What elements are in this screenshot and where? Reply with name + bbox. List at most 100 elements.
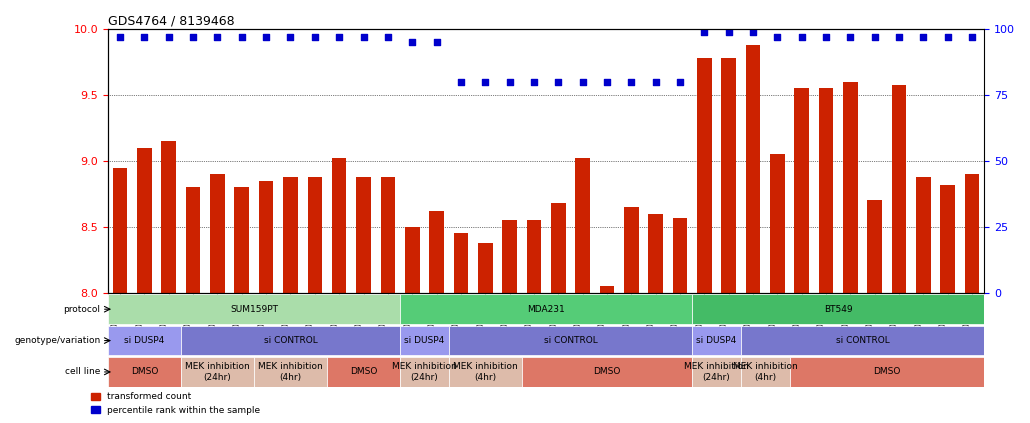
- Bar: [112, 168, 128, 293]
- Point: [575, 79, 591, 85]
- Point: [696, 28, 713, 35]
- Text: MEK inhibition
(4hr): MEK inhibition (4hr): [259, 362, 322, 382]
- Point: [598, 79, 615, 85]
- Point: [745, 28, 761, 35]
- Bar: [308, 177, 322, 293]
- FancyBboxPatch shape: [108, 357, 181, 387]
- Bar: [137, 148, 151, 293]
- FancyBboxPatch shape: [400, 357, 449, 387]
- Text: SUM159PT: SUM159PT: [230, 305, 278, 314]
- Bar: [526, 220, 541, 293]
- Bar: [503, 220, 517, 293]
- Point: [258, 34, 274, 41]
- Text: DMSO: DMSO: [593, 368, 621, 376]
- Point: [623, 79, 640, 85]
- Point: [307, 34, 323, 41]
- Text: MEK inhibition
(24hr): MEK inhibition (24hr): [684, 362, 749, 382]
- FancyBboxPatch shape: [400, 326, 449, 355]
- Point: [452, 79, 469, 85]
- FancyBboxPatch shape: [692, 357, 741, 387]
- FancyBboxPatch shape: [108, 294, 400, 324]
- Bar: [697, 58, 712, 293]
- Bar: [332, 158, 346, 293]
- Point: [184, 34, 201, 41]
- Bar: [648, 214, 663, 293]
- Point: [112, 34, 129, 41]
- Bar: [624, 207, 639, 293]
- Bar: [892, 85, 906, 293]
- Text: GDS4764 / 8139468: GDS4764 / 8139468: [108, 15, 235, 28]
- Text: MEK inhibition
(24hr): MEK inhibition (24hr): [392, 362, 456, 382]
- FancyBboxPatch shape: [790, 357, 985, 387]
- Point: [891, 34, 907, 41]
- Bar: [599, 286, 614, 293]
- Bar: [210, 174, 225, 293]
- Bar: [185, 187, 201, 293]
- Legend: transformed count, percentile rank within the sample: transformed count, percentile rank withi…: [87, 389, 264, 418]
- Point: [209, 34, 226, 41]
- Text: DMSO: DMSO: [873, 368, 900, 376]
- Point: [161, 34, 177, 41]
- Bar: [576, 158, 590, 293]
- Text: si CONTROL: si CONTROL: [264, 336, 317, 345]
- Bar: [356, 177, 371, 293]
- Text: DMSO: DMSO: [131, 368, 159, 376]
- Bar: [844, 82, 858, 293]
- Point: [672, 79, 688, 85]
- Point: [866, 34, 883, 41]
- Bar: [746, 45, 760, 293]
- Point: [477, 79, 493, 85]
- Bar: [673, 217, 687, 293]
- FancyBboxPatch shape: [181, 357, 254, 387]
- Bar: [259, 181, 273, 293]
- Bar: [380, 177, 396, 293]
- Text: si DUSP4: si DUSP4: [696, 336, 736, 345]
- Bar: [478, 243, 492, 293]
- Point: [136, 34, 152, 41]
- FancyBboxPatch shape: [741, 326, 985, 355]
- FancyBboxPatch shape: [692, 326, 741, 355]
- Text: protocol: protocol: [64, 305, 101, 314]
- Point: [380, 34, 397, 41]
- Point: [404, 39, 420, 46]
- Text: BT549: BT549: [824, 305, 853, 314]
- Point: [648, 79, 664, 85]
- Point: [282, 34, 299, 41]
- FancyBboxPatch shape: [181, 326, 400, 355]
- Bar: [916, 177, 931, 293]
- Bar: [453, 233, 469, 293]
- Point: [525, 79, 542, 85]
- Point: [939, 34, 956, 41]
- FancyBboxPatch shape: [522, 357, 692, 387]
- Bar: [405, 227, 419, 293]
- Bar: [940, 185, 955, 293]
- Text: si CONTROL: si CONTROL: [835, 336, 890, 345]
- Point: [793, 34, 810, 41]
- FancyBboxPatch shape: [741, 357, 790, 387]
- Point: [769, 34, 786, 41]
- Text: si DUSP4: si DUSP4: [404, 336, 445, 345]
- Text: si CONTROL: si CONTROL: [544, 336, 597, 345]
- Bar: [965, 174, 980, 293]
- FancyBboxPatch shape: [254, 357, 327, 387]
- Point: [916, 34, 932, 41]
- FancyBboxPatch shape: [449, 326, 692, 355]
- Bar: [551, 203, 565, 293]
- Text: DMSO: DMSO: [350, 368, 377, 376]
- FancyBboxPatch shape: [449, 357, 522, 387]
- Text: cell line: cell line: [65, 368, 101, 376]
- Bar: [162, 141, 176, 293]
- Text: MEK inhibition
(4hr): MEK inhibition (4hr): [732, 362, 797, 382]
- Point: [818, 34, 834, 41]
- Point: [502, 79, 518, 85]
- Bar: [430, 211, 444, 293]
- Point: [964, 34, 981, 41]
- Point: [843, 34, 859, 41]
- Bar: [235, 187, 249, 293]
- Bar: [721, 58, 736, 293]
- Point: [234, 34, 250, 41]
- Bar: [867, 201, 882, 293]
- Bar: [819, 88, 833, 293]
- FancyBboxPatch shape: [327, 357, 400, 387]
- Text: si DUSP4: si DUSP4: [125, 336, 165, 345]
